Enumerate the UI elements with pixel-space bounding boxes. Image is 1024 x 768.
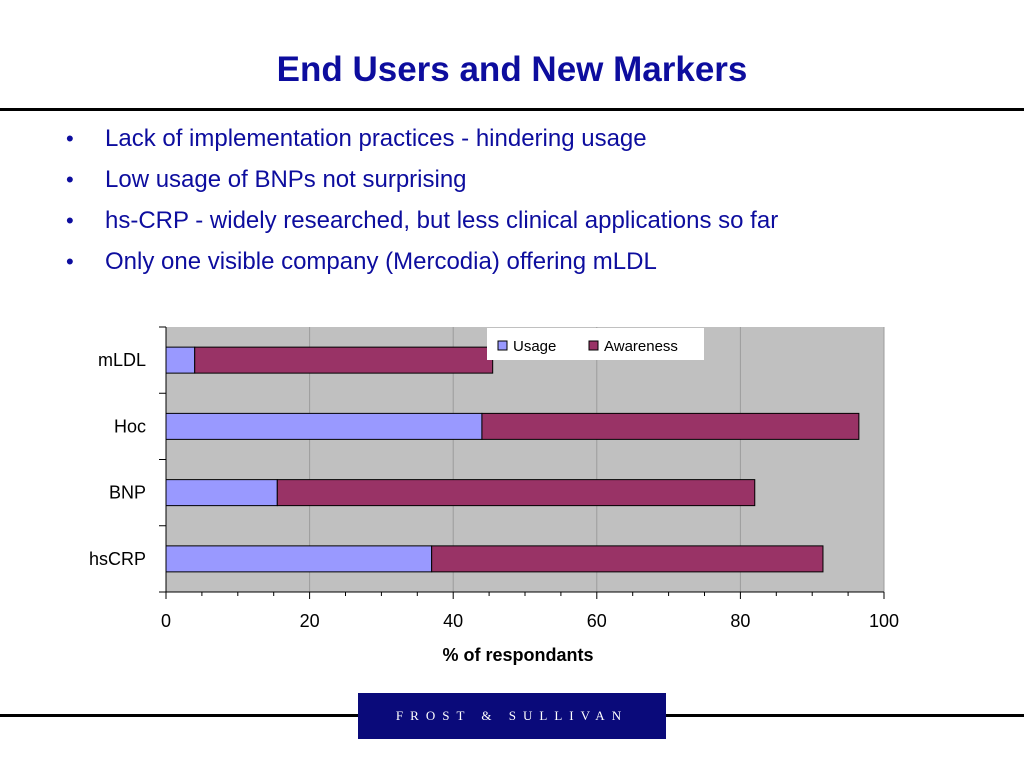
stacked-bar-chart: mLDL Hoc BNP hsCRP 0 20 40 60 80 100 % of responda… [89, 326, 899, 665]
bar-awareness-bnp [276, 479, 756, 507]
x-tick-label: 40 [443, 611, 463, 631]
bullet-text: Lack of implementation practices - hinde… [105, 125, 647, 152]
category-label: mLDL [98, 350, 146, 370]
legend-swatch-usage [497, 340, 508, 351]
logo-text: FROST & SULLIVAN [395, 708, 629, 723]
category-label: hsCRP [89, 549, 146, 569]
x-tick-label: 100 [869, 611, 899, 631]
category-label: BNP [109, 483, 146, 503]
bar-usage-bnp [165, 479, 278, 507]
bullet-text: Low usage of BNPs not surprising [105, 166, 467, 193]
x-tick-label: 80 [730, 611, 750, 631]
bar-usage-hoc [165, 412, 483, 440]
bullet-text: hs-CRP - widely researched, but less cli… [105, 207, 779, 234]
category-label: Hoc [114, 416, 146, 436]
legend-label-usage: Usage [513, 338, 556, 355]
bar-awareness-hscrp [431, 545, 824, 573]
bullet-item: • Lack of implementation practices - hind… [60, 118, 778, 159]
bullet-dot: • [66, 167, 74, 192]
frost-sullivan-logo: FROST & SULLIVAN [358, 693, 666, 739]
bullet-item: • Low usage of BNPs not surprising [60, 159, 778, 200]
bar-usage-hscrp [165, 545, 433, 573]
bullet-dot: • [66, 208, 74, 233]
x-tick-label: 20 [300, 611, 320, 631]
legend-label-awareness: Awareness [604, 338, 678, 355]
x-tick-label: 60 [587, 611, 607, 631]
bar-usage-mldl [165, 346, 196, 374]
bullet-dot: • [66, 126, 74, 151]
x-tick-label: 0 [161, 611, 171, 631]
title-divider [0, 108, 1024, 111]
slide-title: End Users and New Markers [276, 50, 748, 89]
bullet-item: • hs-CRP - widely researched, but less cl… [60, 200, 778, 241]
bullet-list: • Lack of implementation practices - hind… [60, 118, 778, 282]
bullet-item: • Only one visible company (Mercodia) off… [60, 241, 778, 282]
bullet-dot: • [66, 249, 74, 274]
bar-awareness-hoc [481, 412, 860, 440]
legend-swatch-awareness [588, 340, 599, 351]
x-axis-label: % of respondants [442, 645, 593, 665]
bar-awareness-mldl [194, 346, 494, 374]
bullet-text: Only one visible company (Mercodia) offe… [105, 248, 657, 275]
